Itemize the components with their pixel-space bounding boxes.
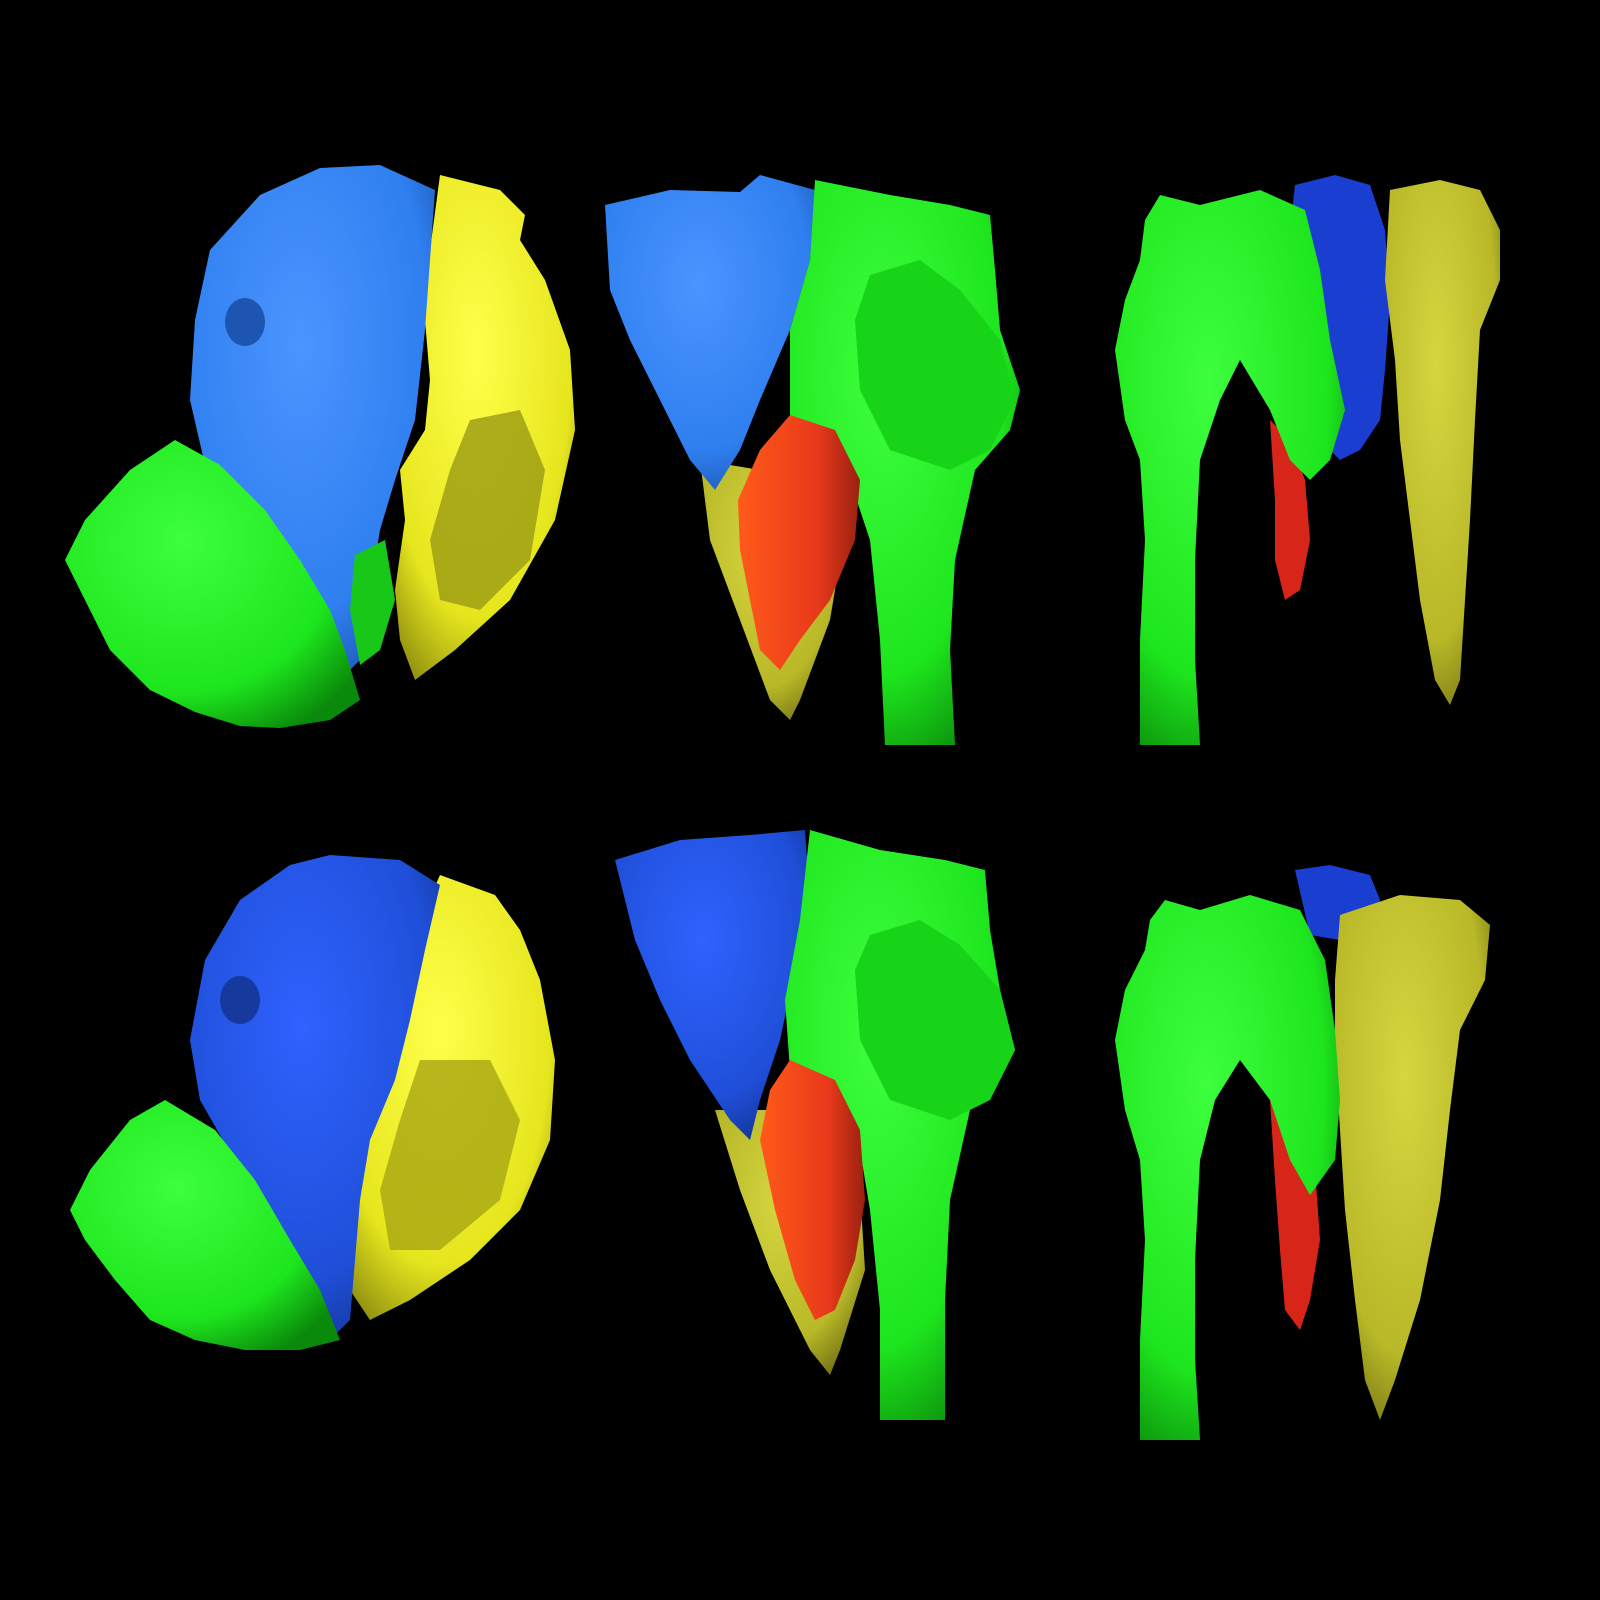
green-fragment <box>70 1100 340 1350</box>
yellow-fragment <box>1335 895 1490 1420</box>
panel-bottom-middle <box>615 830 1015 1420</box>
green-fragment <box>1115 190 1345 745</box>
green-fragment <box>1115 895 1340 1440</box>
panel-bottom-left <box>70 855 555 1350</box>
green-knob <box>855 920 1015 1120</box>
yellow-cavity <box>430 410 545 610</box>
green-fragment <box>65 440 360 728</box>
red-fragment <box>760 1060 865 1320</box>
yellow-fragment <box>1385 180 1500 705</box>
panel-top-right <box>1115 175 1500 745</box>
red-fragment <box>738 415 860 670</box>
green-fragment-small <box>350 540 395 665</box>
green-knob <box>855 260 1015 470</box>
blue-hole <box>225 298 265 346</box>
blue-hole <box>220 976 260 1024</box>
panel-bottom-right <box>1115 865 1490 1440</box>
blue-fragment <box>605 175 815 490</box>
yellow-cavity <box>380 1060 520 1250</box>
blue-fragment <box>615 830 810 1140</box>
red-fragment <box>1270 420 1310 600</box>
panel-top-left <box>65 165 575 728</box>
panel-top-middle <box>605 175 1020 745</box>
blue-fragment <box>190 855 440 1340</box>
